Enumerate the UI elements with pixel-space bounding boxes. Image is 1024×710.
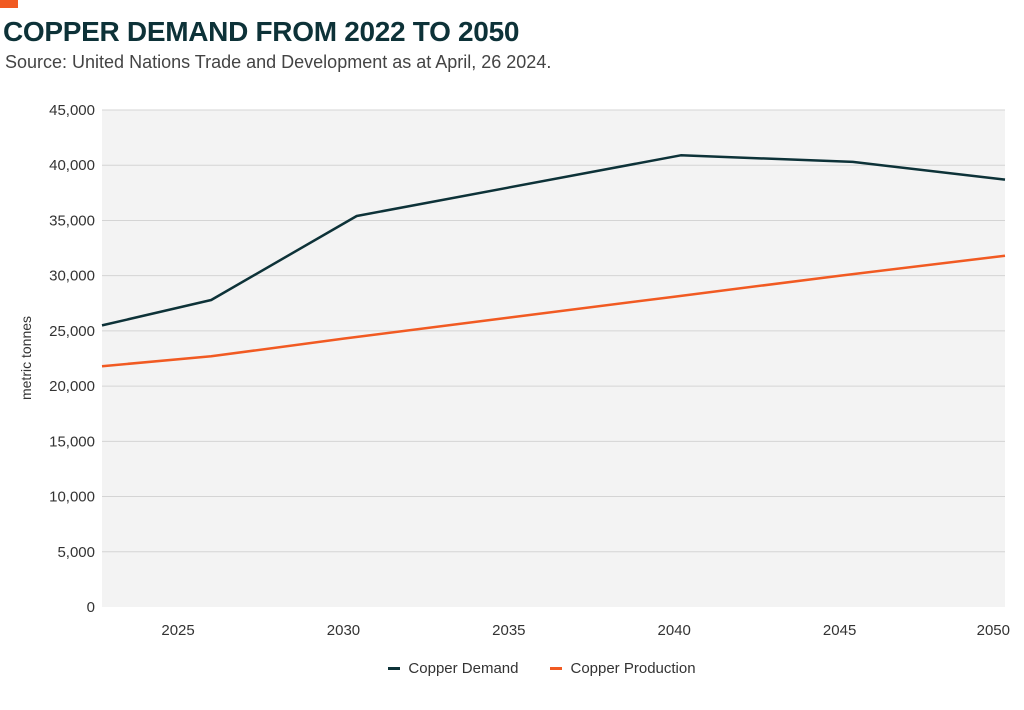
legend: Copper Demand Copper Production bbox=[0, 660, 1024, 677]
y-tick-label: 15,000 bbox=[49, 433, 95, 450]
legend-label-copper-demand: Copper Demand bbox=[408, 660, 519, 677]
y-tick-label: 40,000 bbox=[49, 157, 95, 174]
legend-swatch-copper-production bbox=[550, 667, 563, 670]
chart-title: COPPER DEMAND FROM 2022 TO 2050 bbox=[3, 16, 520, 47]
y-tick-label: 30,000 bbox=[49, 268, 95, 285]
legend-label-copper-production: Copper Production bbox=[570, 660, 696, 677]
x-tick-label: 2035 bbox=[492, 622, 525, 639]
series-lines bbox=[101, 154, 1006, 368]
y-axis-label: metric tonnes bbox=[18, 316, 34, 400]
series-line-copper-production bbox=[101, 254, 1006, 368]
y-tick-label: 20,000 bbox=[49, 378, 95, 395]
x-tick-label: 2025 bbox=[161, 622, 194, 639]
x-tick-label: 2030 bbox=[327, 622, 360, 639]
brand-accent-bar bbox=[0, 0, 18, 8]
y-tick-label: 45,000 bbox=[49, 102, 95, 119]
legend-item-copper-demand: Copper Demand bbox=[388, 660, 518, 677]
x-tick-label: 2050 bbox=[977, 622, 1010, 639]
x-tick-label: 2040 bbox=[658, 622, 691, 639]
x-tick-label: 2045 bbox=[823, 622, 856, 639]
y-tick-label: 5,000 bbox=[57, 544, 95, 561]
y-axis-tick-labels: 0 5,000 10,000 15,000 20,000 25,000 30,000 35,0… bbox=[49, 102, 95, 616]
legend-item-copper-production: Copper Production bbox=[550, 660, 696, 677]
series-line-copper-demand bbox=[101, 154, 1006, 327]
legend-swatch-copper-demand bbox=[388, 667, 401, 670]
plot-background bbox=[102, 110, 1005, 607]
chart-subtitle: Source: United Nations Trade and Develop… bbox=[5, 52, 552, 72]
x-axis-tick-labels: 2025 2030 2035 2040 2045 2050 bbox=[161, 622, 1010, 639]
y-tick-label: 25,000 bbox=[49, 323, 95, 340]
y-tick-label: 10,000 bbox=[49, 489, 95, 506]
y-tick-label: 35,000 bbox=[49, 212, 95, 229]
y-tick-label: 0 bbox=[87, 599, 95, 616]
